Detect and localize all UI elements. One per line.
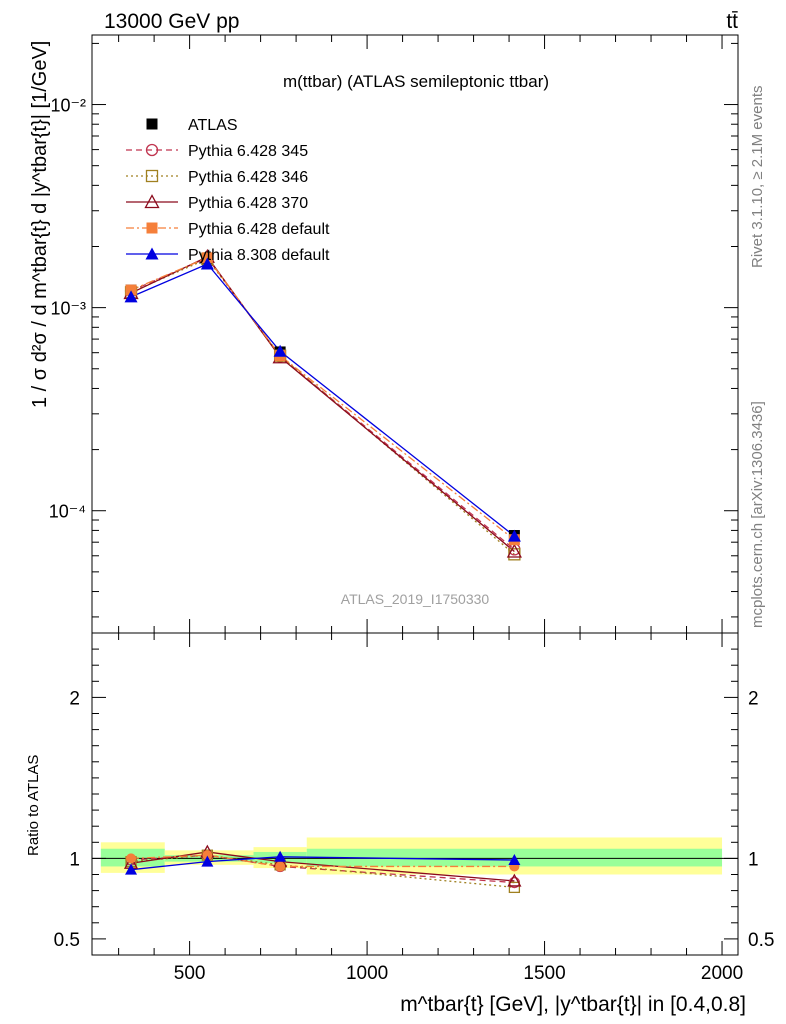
- x-axis-label: m^tbar{t} [GeV], |y^tbar{t}| in [0.4,0.8…: [400, 993, 746, 1016]
- main-panel: 10⁻⁴ 10⁻³ 10⁻² m(ttbar) (ATLAS semileptoni…: [29, 34, 739, 634]
- ratio-point-s1-3: [508, 881, 521, 894]
- ratio-point-s2-3: [507, 873, 522, 887]
- analysis-watermark: ATLAS_2019_I1750330: [341, 591, 490, 607]
- main-point-s5-0: [124, 290, 138, 303]
- legend-marker-2: [145, 169, 159, 183]
- header-process-label: tt̄: [726, 10, 738, 33]
- ratio-point-s4-1: [201, 855, 214, 867]
- legend-label-3: Pythia 6.428 370: [188, 195, 308, 212]
- ratio-point-s4-3: [508, 854, 521, 866]
- ratio-series-line-3: [131, 854, 515, 868]
- ratio-y-tick-label-right: 2: [748, 688, 759, 709]
- ratio-series-line-4: [130, 856, 515, 871]
- header-collision-label: 13000 GeV pp: [104, 10, 239, 33]
- main-point-s5-3: [507, 529, 521, 542]
- legend-marker-4: [146, 222, 158, 234]
- x-tick-label: 1500: [523, 963, 565, 984]
- legend-label-1: Pythia 6.428 345: [188, 143, 308, 160]
- ratio-y-tick-label-left: 2: [69, 688, 80, 709]
- main-series-line-4: [130, 256, 515, 541]
- ratio-y-tick-label-left: 0.5: [54, 930, 80, 951]
- main-y-tick-label: 10⁻³: [50, 299, 86, 319]
- ratio-series-line-2: [130, 851, 515, 882]
- legend-marker-0: [146, 118, 158, 130]
- main-point-s5-1: [200, 257, 214, 270]
- main-point-s5-2: [273, 344, 287, 357]
- main-title: m(ttbar) (ATLAS semileptonic ttbar): [283, 72, 549, 91]
- main-y-axis-label: 1 / σ d²σ / d m^tbar{t} d |y^tbar{t}| [1…: [29, 41, 51, 408]
- main-y-tick-label: 10⁻²: [50, 96, 86, 116]
- ratio-y-axis-label: Ratio to ATLAS: [25, 755, 42, 856]
- rivet-version-label: Rivet 3.1.10, ≥ 2.1M events: [749, 86, 766, 269]
- legend: ATLAS Pythia 6.428 345 Pythia 6.428 346 Pyt…: [126, 117, 330, 264]
- main-point-s4-0: [125, 284, 137, 296]
- main-series-line-5: [130, 263, 515, 537]
- x-tick-label: 2000: [701, 963, 743, 984]
- main-y-tick-label: 10⁻⁴: [49, 502, 86, 522]
- x-tick-label: 500: [174, 963, 206, 984]
- legend-label-0: ATLAS: [188, 117, 238, 134]
- legend-marker-5: [145, 247, 159, 260]
- ratio-point-s4-2: [274, 850, 287, 862]
- legend-label-4: Pythia 6.428 default: [188, 221, 330, 238]
- legend-marker-3: [144, 194, 160, 209]
- ratio-point-s3-0: [126, 853, 137, 864]
- mcplots-label: mcplots.cern.ch [arXiv:1306.3436]: [749, 401, 766, 628]
- main-series-line-2: [130, 257, 515, 555]
- ratio-y-tick-label-right: 1: [748, 849, 759, 870]
- ratio-y-tick-label-right: 0.5: [748, 930, 774, 951]
- ratio-point-s3-1: [202, 850, 213, 861]
- legend-label-5: Pythia 8.308 default: [188, 247, 330, 264]
- main-series-line-3: [130, 255, 515, 552]
- ratio-frame: [91, 632, 739, 956]
- ratio-point-s3-2: [275, 861, 286, 872]
- x-tick-label: 1000: [346, 963, 388, 984]
- legend-marker-1: [145, 143, 159, 157]
- ratio-y-tick-label-left: 1: [69, 849, 80, 870]
- ratio-point-s4-0: [125, 863, 138, 875]
- ratio-panel: 0.5 0.5 1 1 2 2 500 1000 1500 2000 Ratio to ATLAS…: [25, 632, 774, 1016]
- main-point-s3-3: [506, 543, 522, 558]
- legend-label-2: Pythia 6.428 346: [188, 169, 308, 186]
